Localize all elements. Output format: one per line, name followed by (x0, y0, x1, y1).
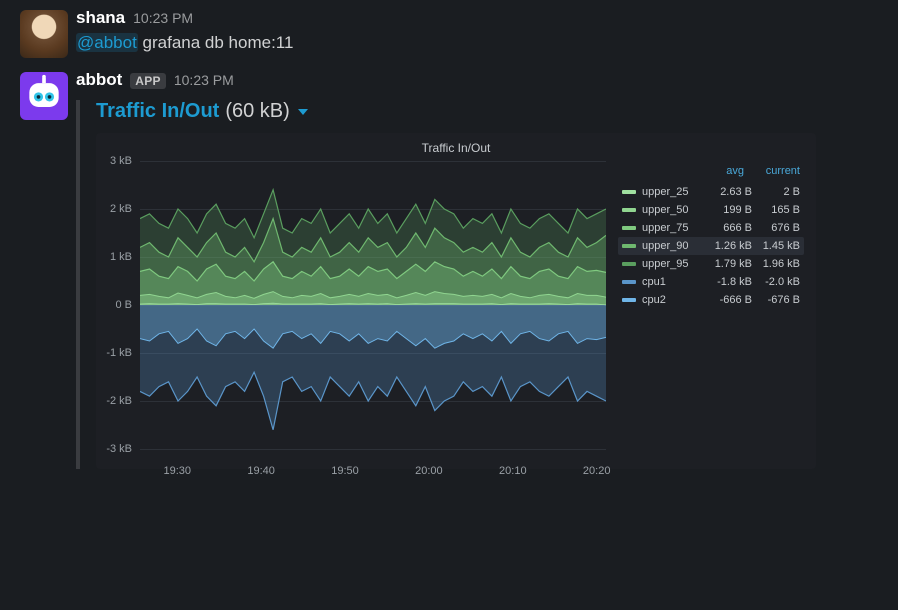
legend-name: cpu2 (642, 294, 704, 306)
attachment: Traffic In/Out (60 kB) Traffic In/Out 3 … (76, 100, 878, 469)
chart-row: 3 kB2 kB1 kB0 B-1 kB-2 kB-3 kB19:3019:40… (108, 161, 804, 461)
legend-swatch (622, 280, 636, 284)
x-axis-label: 20:10 (499, 465, 527, 477)
legend-header-avg[interactable]: avg (700, 165, 744, 177)
message-text: @abbot grafana db home:11 (76, 30, 878, 56)
attachment-size: (60 kB) (225, 100, 289, 123)
legend-row-upper_95[interactable]: upper_951.79 kB1.96 kB (618, 255, 804, 273)
chart-title: Traffic In/Out (108, 141, 804, 155)
chart-plot-area: 3 kB2 kB1 kB0 B-1 kB-2 kB-3 kB19:3019:40… (108, 161, 608, 461)
message-text-rest: grafana db home:11 (143, 33, 294, 52)
legend-swatch (622, 226, 636, 230)
legend-row-upper_90[interactable]: upper_901.26 kB1.45 kB (618, 237, 804, 255)
legend-avg: 199 B (704, 204, 752, 216)
message-body: shana 10:23 PM @abbot grafana db home:11 (76, 8, 878, 58)
sender-name[interactable]: shana (76, 8, 125, 28)
y-axis-label: 0 B (104, 299, 132, 311)
legend-current: 676 B (752, 222, 800, 234)
legend-swatch (622, 262, 636, 266)
x-axis-label: 20:00 (415, 465, 443, 477)
legend-avg: 2.63 B (704, 186, 752, 198)
y-axis-label: 2 kB (104, 203, 132, 215)
message-time: 10:23 PM (133, 10, 193, 26)
legend-current: -676 B (752, 294, 800, 306)
legend-name: upper_90 (642, 240, 704, 252)
message-header: abbot APP 10:23 PM (76, 70, 878, 90)
legend-current: -2.0 kB (752, 276, 800, 288)
x-axis-label: 19:30 (164, 465, 192, 477)
legend-current: 2 B (752, 186, 800, 198)
chart-legend: avg current upper_252.63 B2 Bupper_50199… (618, 161, 804, 461)
legend-swatch (622, 244, 636, 248)
y-axis-label: 3 kB (104, 155, 132, 167)
legend-current: 1.96 kB (752, 258, 800, 270)
legend-header-current[interactable]: current (756, 165, 800, 177)
legend-row-upper_50[interactable]: upper_50199 B165 B (618, 201, 804, 219)
x-axis-label: 19:50 (331, 465, 359, 477)
attachment-title-row: Traffic In/Out (60 kB) (96, 100, 878, 123)
legend-avg: -666 B (704, 294, 752, 306)
legend-name: cpu1 (642, 276, 704, 288)
message-header: shana 10:23 PM (76, 8, 878, 28)
avatar-abbot[interactable] (20, 72, 68, 120)
chart-svg (140, 161, 606, 449)
x-axis-label: 20:20 (583, 465, 611, 477)
legend-name: upper_95 (642, 258, 704, 270)
y-axis-label: -1 kB (104, 347, 132, 359)
legend-avg: 1.79 kB (704, 258, 752, 270)
message-abbot: abbot APP 10:23 PM Traffic In/Out (60 kB… (0, 62, 898, 473)
sender-name[interactable]: abbot (76, 70, 122, 90)
y-axis-label: 1 kB (104, 251, 132, 263)
grid-line (140, 449, 606, 450)
legend-swatch (622, 190, 636, 194)
robot-icon (22, 74, 66, 118)
mention[interactable]: @abbot (76, 33, 138, 52)
legend-name: upper_50 (642, 204, 704, 216)
legend-name: upper_25 (642, 186, 704, 198)
chevron-down-icon[interactable] (298, 109, 308, 115)
legend-name: upper_75 (642, 222, 704, 234)
legend-avg: -1.8 kB (704, 276, 752, 288)
message-body: abbot APP 10:23 PM Traffic In/Out (60 kB… (76, 70, 878, 469)
legend-header: avg current (618, 165, 804, 177)
legend-current: 1.45 kB (752, 240, 800, 252)
legend-avg: 666 B (704, 222, 752, 234)
legend-avg: 1.26 kB (704, 240, 752, 252)
attachment-title-link[interactable]: Traffic In/Out (96, 100, 219, 123)
chart-plot[interactable] (140, 161, 606, 449)
avatar-shana[interactable] (20, 10, 68, 58)
y-axis-label: -2 kB (104, 395, 132, 407)
x-axis-label: 19:40 (247, 465, 275, 477)
legend-swatch (622, 298, 636, 302)
legend-swatch (622, 208, 636, 212)
legend-row-cpu1[interactable]: cpu1-1.8 kB-2.0 kB (618, 273, 804, 291)
message-shana: shana 10:23 PM @abbot grafana db home:11 (0, 0, 898, 62)
legend-row-upper_75[interactable]: upper_75666 B676 B (618, 219, 804, 237)
legend-row-upper_25[interactable]: upper_252.63 B2 B (618, 183, 804, 201)
legend-row-cpu2[interactable]: cpu2-666 B-676 B (618, 291, 804, 309)
chart-card: Traffic In/Out 3 kB2 kB1 kB0 B-1 kB-2 kB… (96, 133, 816, 469)
app-badge: APP (130, 73, 166, 89)
message-time: 10:23 PM (174, 72, 234, 88)
y-axis-label: -3 kB (104, 443, 132, 455)
legend-current: 165 B (752, 204, 800, 216)
